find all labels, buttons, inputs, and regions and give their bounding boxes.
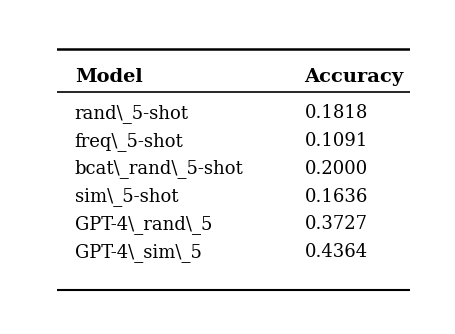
Text: 0.2000: 0.2000 xyxy=(304,160,367,178)
Text: 0.1636: 0.1636 xyxy=(304,188,367,206)
Text: sim\_5-shot: sim\_5-shot xyxy=(75,187,178,206)
Text: 0.3727: 0.3727 xyxy=(304,215,367,233)
Text: Model: Model xyxy=(75,68,142,87)
Text: rand\_5-shot: rand\_5-shot xyxy=(75,104,188,123)
Text: bcat\_rand\_5-shot: bcat\_rand\_5-shot xyxy=(75,159,243,178)
Text: GPT-4\_rand\_5: GPT-4\_rand\_5 xyxy=(75,215,212,234)
Text: freq\_5-shot: freq\_5-shot xyxy=(75,132,183,151)
Text: Accuracy: Accuracy xyxy=(304,68,403,87)
Text: 0.1091: 0.1091 xyxy=(304,132,367,150)
Text: 0.4364: 0.4364 xyxy=(304,243,367,261)
Text: GPT-4\_sim\_5: GPT-4\_sim\_5 xyxy=(75,243,201,262)
Text: 0.1818: 0.1818 xyxy=(304,105,367,122)
